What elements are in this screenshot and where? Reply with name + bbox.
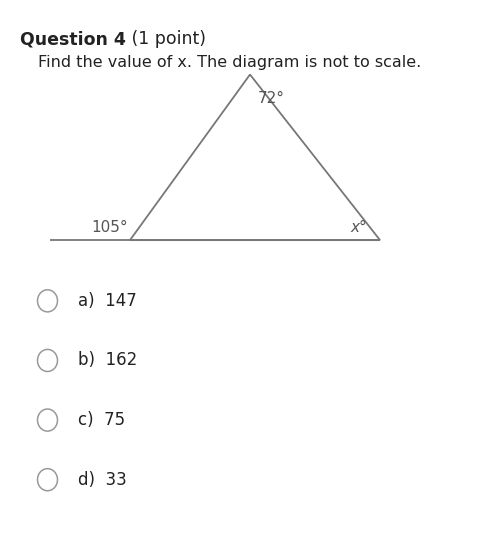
Text: (1 point): (1 point): [126, 30, 206, 49]
Text: c)  75: c) 75: [78, 411, 124, 429]
Text: 72°: 72°: [258, 91, 284, 106]
Text: d)  33: d) 33: [78, 471, 126, 489]
Text: 105°: 105°: [91, 220, 128, 235]
Text: x°: x°: [351, 220, 368, 235]
Text: Question 4: Question 4: [20, 30, 126, 49]
Text: Find the value of x. The diagram is not to scale.: Find the value of x. The diagram is not …: [38, 55, 421, 70]
Text: a)  147: a) 147: [78, 292, 136, 310]
Text: b)  162: b) 162: [78, 352, 137, 369]
